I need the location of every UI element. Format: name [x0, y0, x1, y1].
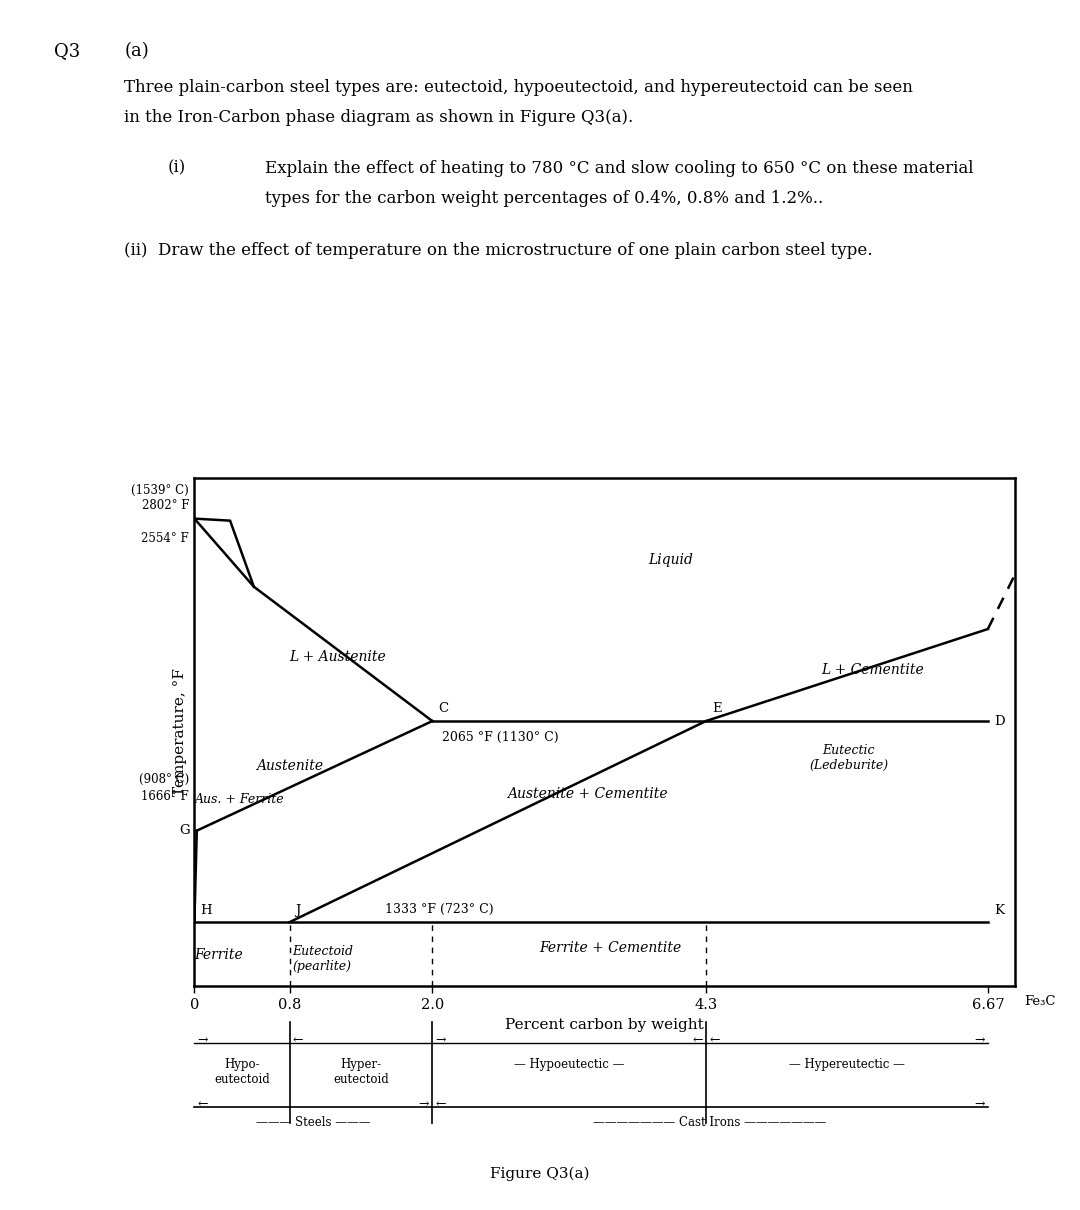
- Text: Ferrite: Ferrite: [193, 947, 243, 962]
- Text: — Hypoeutectic —: — Hypoeutectic —: [514, 1058, 624, 1071]
- Text: →: →: [974, 1099, 985, 1111]
- Text: Hypo-
eutectoid: Hypo- eutectoid: [214, 1058, 270, 1085]
- Text: types for the carbon weight percentages of 0.4%, 0.8% and 1.2%..: types for the carbon weight percentages …: [265, 190, 823, 207]
- Text: Q3: Q3: [54, 42, 80, 60]
- Text: G: G: [179, 824, 190, 837]
- Text: ←: ←: [293, 1035, 303, 1047]
- Text: (a): (a): [124, 42, 149, 60]
- Text: Austenite + Cementite: Austenite + Cementite: [507, 786, 667, 801]
- Text: 1666° F: 1666° F: [141, 790, 189, 802]
- Text: ←: ←: [710, 1035, 719, 1047]
- Text: Figure Q3(a): Figure Q3(a): [490, 1166, 590, 1181]
- Text: Explain the effect of heating to 780 °C and slow cooling to 650 °C on these mate: Explain the effect of heating to 780 °C …: [265, 160, 973, 177]
- Text: ←: ←: [198, 1099, 208, 1111]
- Text: Ferrite + Cementite: Ferrite + Cementite: [540, 940, 681, 955]
- Text: 2802° F: 2802° F: [141, 499, 189, 512]
- Text: (i): (i): [167, 160, 186, 177]
- Text: (1539° C): (1539° C): [132, 484, 189, 497]
- Text: ←: ←: [692, 1035, 703, 1047]
- Text: Liquid: Liquid: [648, 553, 692, 567]
- Text: in the Iron-Carbon phase diagram as shown in Figure Q3(a).: in the Iron-Carbon phase diagram as show…: [124, 109, 634, 126]
- Text: →: →: [419, 1099, 429, 1111]
- Text: L + Cementite: L + Cementite: [821, 663, 923, 678]
- Text: Eutectic
(Ledeburite): Eutectic (Ledeburite): [809, 744, 888, 772]
- Text: Austenite: Austenite: [256, 760, 323, 773]
- Text: Fe₃C: Fe₃C: [1024, 995, 1055, 1008]
- Text: — Hypereutectic —: — Hypereutectic —: [788, 1058, 905, 1071]
- Text: ——————— Cast Irons ———————: ——————— Cast Irons ———————: [593, 1116, 827, 1129]
- Text: →: →: [198, 1035, 208, 1047]
- Text: L + Austenite: L + Austenite: [288, 650, 386, 663]
- Text: Three plain-carbon steel types are: eutectoid, hypoeutectoid, and hypereutectoid: Three plain-carbon steel types are: eute…: [124, 79, 913, 96]
- Text: Hyper-
eutectoid: Hyper- eutectoid: [333, 1058, 389, 1085]
- Text: 2554° F: 2554° F: [141, 532, 189, 544]
- Y-axis label: Temperature, °F: Temperature, °F: [174, 668, 188, 796]
- Text: Eutectoid
(pearlite): Eutectoid (pearlite): [292, 945, 353, 973]
- Text: 2065 °F (1130° C): 2065 °F (1130° C): [442, 731, 558, 744]
- Text: (908° C): (908° C): [138, 773, 189, 785]
- Text: J: J: [296, 904, 301, 917]
- X-axis label: Percent carbon by weight: Percent carbon by weight: [505, 1018, 704, 1031]
- Text: C: C: [438, 702, 448, 715]
- Text: 1333 °F (723° C): 1333 °F (723° C): [384, 903, 494, 916]
- Text: K: K: [994, 904, 1003, 917]
- Text: →: →: [974, 1035, 985, 1047]
- Text: H: H: [201, 904, 212, 917]
- Text: E: E: [712, 702, 721, 715]
- Text: Aus. + Ferrite: Aus. + Ferrite: [194, 793, 284, 806]
- Text: ——— Steels ———: ——— Steels ———: [256, 1116, 370, 1129]
- Text: D: D: [994, 715, 1004, 727]
- Text: →: →: [435, 1035, 446, 1047]
- Text: ←: ←: [435, 1099, 446, 1111]
- Text: (ii)  Draw the effect of temperature on the microstructure of one plain carbon s: (ii) Draw the effect of temperature on t…: [124, 242, 873, 259]
